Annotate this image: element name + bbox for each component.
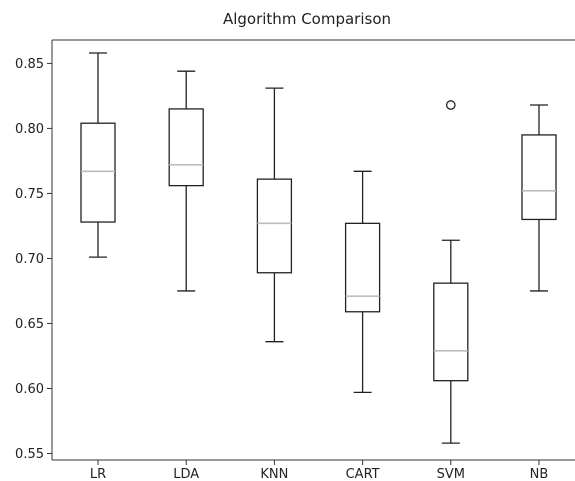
y-tick-label: 0.55 [15,447,44,462]
x-tick-label: LR [90,467,106,481]
box-lr [80,52,116,258]
y-tick-label: 0.75 [15,187,44,202]
x-tick-label: NB [530,467,549,481]
box-cart [344,170,381,394]
y-tick-label: 0.80 [15,122,44,137]
iqr-box [344,222,381,313]
iqr-box [433,282,469,382]
iqr-box [168,108,204,187]
x-tick-label: SVM [437,467,465,481]
y-tick-label: 0.65 [15,317,44,332]
box-knn [256,87,293,343]
iqr-box [256,178,293,274]
iqr-box [521,134,557,221]
box-lda [168,70,204,292]
axes: 0.55 0.60 0.65 0.70 0.75 0.80 0.85 LR LDA KNN CART… [15,39,575,481]
iqr-box [80,122,116,223]
outlier-point [445,100,456,110]
box-nb [521,104,557,292]
y-tick-label: 0.70 [15,252,44,267]
chart-title: Algorithm Comparison [223,10,391,28]
x-tick-label: KNN [260,467,288,481]
box-svm [433,100,469,444]
y-tick-label: 0.60 [15,382,44,397]
box-plots [80,52,557,444]
y-tick-label: 0.85 [15,57,44,72]
x-tick-label: LDA [173,467,199,481]
x-tick-label: CART [346,467,380,481]
